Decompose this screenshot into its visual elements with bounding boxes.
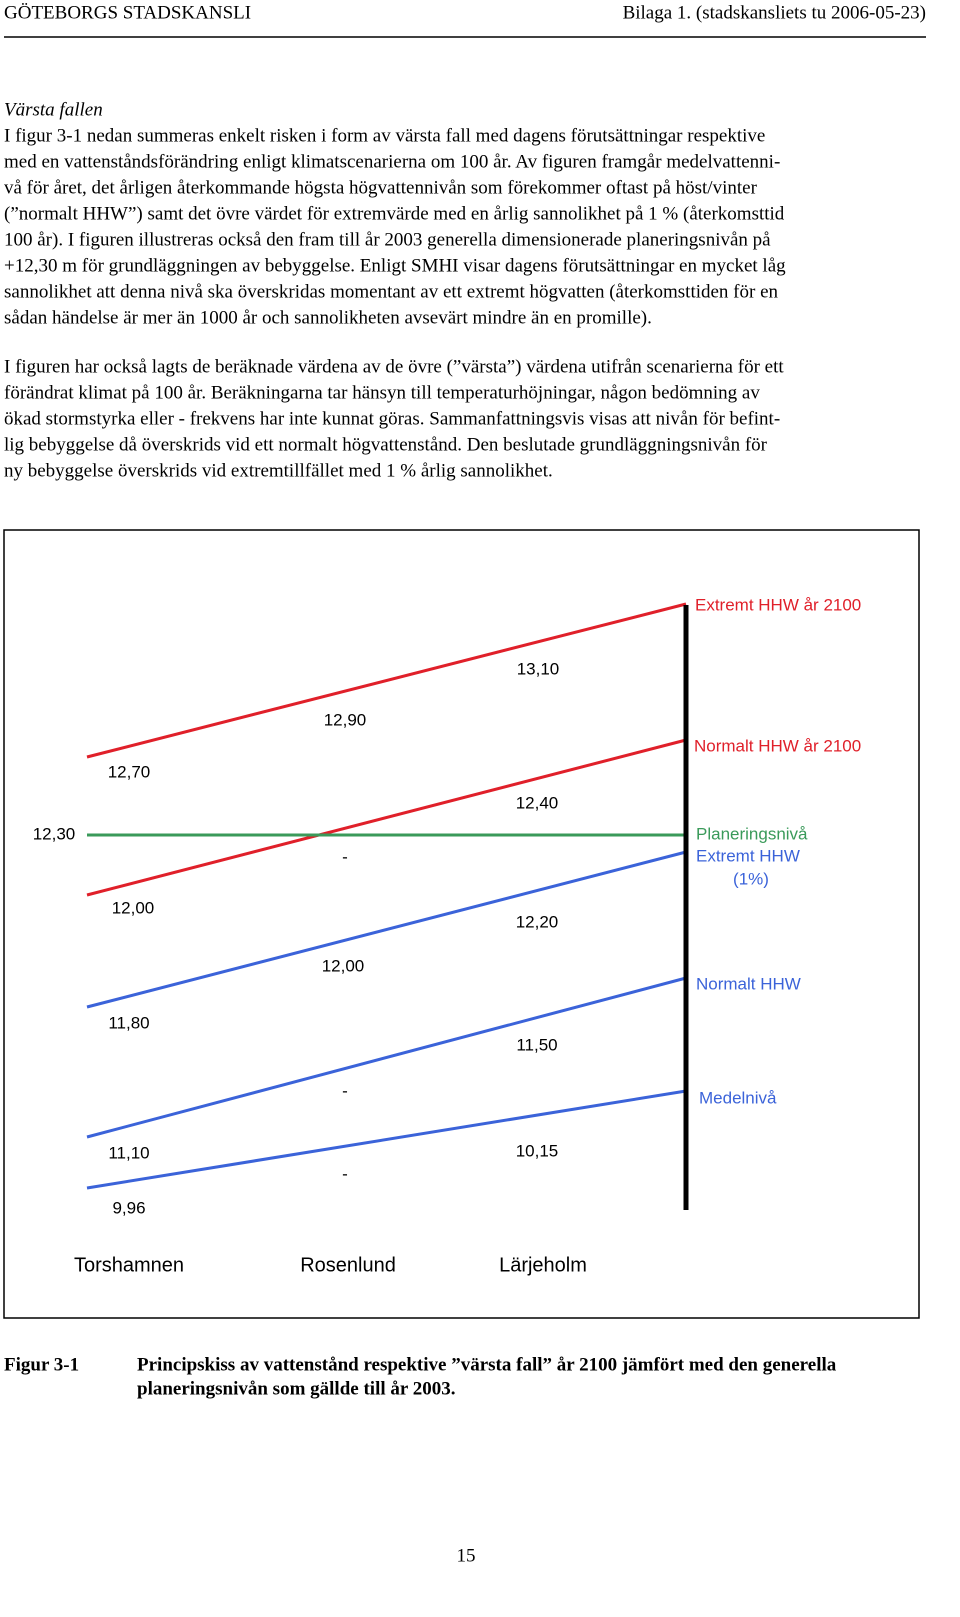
line-label: Extremt HHW: [696, 846, 800, 865]
paragraph-line: I figur 3-1 nedan summeras enkelt risken…: [4, 125, 765, 146]
figure-lines: [86, 602, 689, 1210]
figure-frame: [3, 529, 920, 1319]
line-label: Medelnivå: [699, 1088, 777, 1107]
page-number: 15: [457, 1545, 476, 1566]
value-label: 10,15: [516, 1141, 559, 1160]
value-label: 12,40: [516, 793, 559, 812]
paragraph-line: +12,30 m för grundläggningen av bebyggel…: [4, 255, 786, 276]
header-left: GÖTEBORGS STADSKANSLI: [4, 2, 251, 23]
caption-label: Figur 3-1: [4, 1354, 79, 1375]
value-label: 12,70: [108, 762, 151, 781]
location-label: Torshamnen: [74, 1254, 184, 1276]
paragraph-line: ny bebyggelse överskrids vid extremtillf…: [4, 460, 553, 481]
value-label: 11,10: [108, 1143, 149, 1162]
line-extreme-2100: [86, 602, 687, 759]
line-label: Planeringsnivå: [696, 824, 808, 843]
section-title: Värsta fallen: [4, 99, 103, 120]
paragraph-line: lig bebyggelse då överskrids vid ett nor…: [4, 434, 768, 455]
header-right: Bilaga 1. (stadskansliets tu 2006-05-23): [623, 2, 926, 23]
value-label: 12,20: [516, 912, 559, 931]
line-label: Normalt HHW: [696, 974, 801, 993]
value-label: 12,90: [324, 710, 367, 729]
line-label: (1%): [733, 869, 769, 888]
paragraph-line: förändrat klimat på 100 år. Beräkningarn…: [4, 382, 760, 403]
caption-text: Principskiss av vattenstånd respektive ”…: [137, 1354, 837, 1375]
location-label: Rosenlund: [300, 1254, 396, 1276]
line-normal-2100: [86, 738, 687, 897]
location-label: Lärjeholm: [499, 1254, 587, 1276]
value-label: 12,00: [322, 956, 365, 975]
value-label: 13,10: [517, 659, 560, 678]
value-label: -: [342, 1164, 348, 1183]
value-label: 12,30: [33, 824, 76, 843]
caption-text: planeringsnivån som gällde till år 2003.: [137, 1378, 455, 1399]
paragraph-line: sannolikhet att denna nivå ska överskrid…: [4, 281, 779, 302]
paragraph-line: I figuren har också lagts de beräknade v…: [4, 356, 784, 377]
paragraph-line: ökad stormstyrka eller - frekvens har in…: [4, 408, 780, 429]
value-label: -: [342, 847, 348, 866]
line-label: Extremt HHW år 2100: [695, 595, 861, 614]
paragraph-line: vå för året, det årligen återkommande hö…: [4, 177, 758, 198]
value-label: -: [342, 1081, 348, 1100]
paragraph-line: sådan händelse är mer än 1000 år och san…: [4, 307, 652, 328]
line-label: Normalt HHW år 2100: [694, 736, 861, 755]
line-normal: [86, 976, 687, 1139]
value-label: 12,00: [112, 898, 155, 917]
paragraph-line: (”normalt HHW”) samt det övre värdet för…: [4, 203, 785, 224]
value-label: 11,80: [108, 1013, 149, 1032]
paragraph-line: 100 år). I figuren illustreras också den…: [4, 229, 771, 250]
paragraph-line: med en vattenståndsförändring enligt kli…: [4, 151, 780, 172]
line-extreme: [86, 850, 687, 1009]
value-label: 11,50: [516, 1035, 557, 1054]
value-label: 9,96: [112, 1198, 145, 1217]
line-mean: [86, 1089, 687, 1190]
